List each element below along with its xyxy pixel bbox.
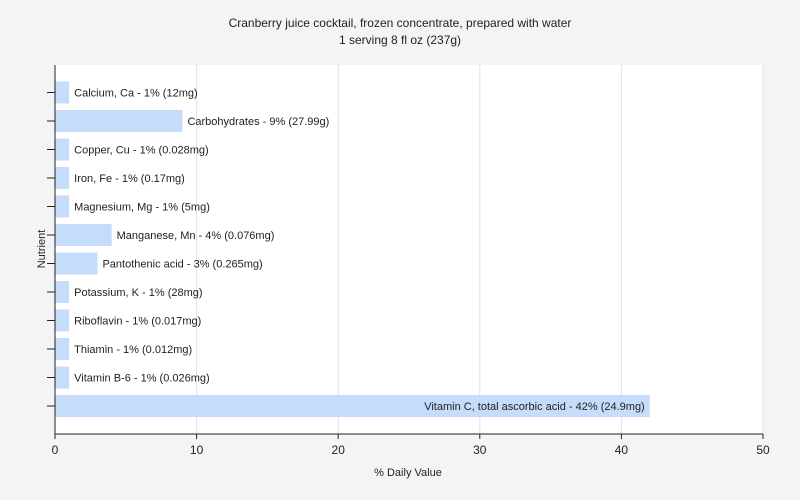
x-tick-label: 20 — [332, 443, 346, 457]
x-axis-label: % Daily Value — [374, 467, 442, 479]
bar-label: Riboflavin - 1% (0.017mg) — [74, 316, 201, 328]
bar-label: Thiamin - 1% (0.012mg) — [74, 344, 192, 356]
bar — [55, 309, 70, 332]
bar — [55, 252, 98, 275]
x-tick-label: 0 — [52, 443, 59, 457]
chart-title: Cranberry juice cocktail, frozen concent… — [229, 16, 572, 30]
bar — [55, 195, 70, 218]
bar-label: Calcium, Ca - 1% (12mg) — [74, 88, 197, 100]
bar — [55, 281, 70, 303]
bar — [55, 167, 70, 189]
bar-label: Magnesium, Mg - 1% (5mg) — [74, 202, 210, 214]
bar-label: Copper, Cu - 1% (0.028mg) — [74, 145, 209, 157]
bar — [55, 110, 183, 132]
bar — [55, 395, 650, 417]
bar — [55, 338, 70, 360]
bars — [55, 81, 650, 417]
bar — [55, 81, 70, 104]
bar-label: Manganese, Mn - 4% (0.076mg) — [117, 230, 275, 242]
axes — [54, 65, 763, 435]
x-tick-label: 40 — [615, 443, 629, 457]
bar-label: Potassium, K - 1% (28mg) — [74, 287, 202, 299]
bar — [55, 366, 70, 389]
bar-label: Iron, Fe - 1% (0.17mg) — [74, 173, 185, 185]
x-tick-label: 50 — [756, 443, 770, 457]
bar-label: Pantothenic acid - 3% (0.265mg) — [102, 259, 262, 271]
y-axis-label: Nutrient — [36, 230, 48, 269]
x-tick-label: 10 — [190, 443, 204, 457]
y-ticks — [47, 92, 55, 407]
x-tick-label: 30 — [473, 443, 487, 457]
bar-label: Carbohydrates - 9% (27.99g) — [187, 116, 329, 128]
x-ticks: 0 10 20 30 40 50 — [52, 434, 770, 457]
gridlines — [196, 65, 764, 434]
chart-subtitle: 1 serving 8 fl oz (237g) — [339, 33, 461, 47]
bar-labels: Calcium, Ca - 1% (12mg) Carbohydrates - 9… — [74, 88, 645, 414]
bar-label: Vitamin B-6 - 1% (0.026mg) — [74, 373, 210, 385]
bar-label: Vitamin C, total ascorbic acid - 42% (24… — [424, 401, 645, 413]
bar — [55, 138, 70, 161]
bar — [55, 224, 112, 246]
